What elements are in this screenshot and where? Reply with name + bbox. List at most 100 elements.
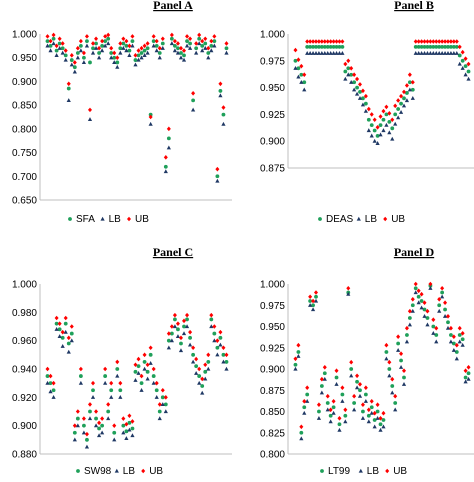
- data-point: [325, 44, 330, 49]
- data-point: [366, 407, 371, 413]
- data-point: [305, 385, 310, 390]
- data-point: [221, 112, 226, 117]
- data-point: [407, 80, 412, 85]
- data-point: [66, 98, 71, 102]
- legend-marker: [318, 217, 322, 221]
- data-point: [145, 46, 150, 51]
- data-point: [191, 345, 196, 351]
- data-point: [160, 45, 165, 50]
- data-point: [45, 366, 50, 372]
- data-point: [466, 69, 471, 74]
- y-tick-label: 0.900: [260, 365, 285, 376]
- data-point: [112, 60, 117, 65]
- data-point: [224, 366, 229, 371]
- data-point: [93, 45, 99, 50]
- data-point: [78, 48, 83, 53]
- data-point: [381, 424, 386, 429]
- data-point: [431, 44, 436, 49]
- data-point: [109, 380, 114, 386]
- data-point: [115, 60, 120, 65]
- data-point: [451, 50, 456, 55]
- data-point: [293, 58, 298, 63]
- data-point: [319, 50, 324, 55]
- data-point: [63, 321, 68, 326]
- data-point: [75, 416, 80, 421]
- data-point: [296, 342, 301, 348]
- data-point: [221, 352, 226, 357]
- data-point: [390, 126, 395, 131]
- y-tick-label: 0.925: [260, 110, 285, 121]
- data-point: [299, 63, 304, 69]
- data-point: [194, 356, 199, 362]
- data-point: [148, 361, 153, 365]
- data-point: [191, 352, 196, 357]
- data-point: [308, 44, 313, 49]
- data-point: [212, 338, 217, 343]
- data-point: [115, 55, 120, 61]
- data-point: [203, 376, 208, 381]
- data-point: [407, 72, 412, 78]
- data-point: [308, 294, 313, 300]
- data-point: [178, 45, 183, 51]
- data-point: [215, 178, 220, 183]
- data-point: [48, 38, 53, 44]
- data-point: [428, 281, 433, 287]
- data-point: [194, 364, 199, 369]
- y-tick-label: 0.750: [12, 148, 37, 159]
- data-point: [331, 405, 336, 410]
- data-point: [366, 128, 371, 133]
- data-point: [100, 423, 105, 428]
- data-point: [224, 50, 229, 55]
- data-point: [437, 308, 442, 313]
- data-point: [63, 57, 68, 62]
- data-point: [139, 55, 144, 60]
- data-point: [457, 61, 462, 66]
- data-point: [466, 76, 471, 81]
- data-point: [369, 123, 374, 128]
- data-point: [69, 58, 74, 62]
- data-point: [218, 89, 223, 93]
- data-point: [163, 169, 168, 174]
- y-tick-label: 0.950: [12, 53, 37, 64]
- data-point: [322, 50, 327, 55]
- data-point: [428, 50, 433, 55]
- legend-marker: [68, 217, 72, 221]
- legend-label: UB: [135, 214, 149, 225]
- data-point: [100, 416, 105, 421]
- data-point: [124, 421, 129, 427]
- legend-label: DEAS: [326, 214, 354, 225]
- data-point: [334, 44, 339, 49]
- data-point: [375, 124, 380, 130]
- data-point: [133, 62, 138, 67]
- data-point: [410, 87, 415, 92]
- data-point: [314, 44, 318, 49]
- data-point: [48, 389, 53, 394]
- legend-marker: [320, 469, 324, 473]
- data-point: [176, 46, 180, 51]
- data-point: [404, 83, 409, 88]
- data-point: [78, 43, 83, 48]
- data-point: [103, 39, 108, 44]
- data-point: [454, 39, 459, 44]
- data-point: [84, 444, 90, 449]
- data-point: [349, 72, 354, 77]
- data-point: [197, 374, 202, 378]
- data-point: [396, 348, 401, 352]
- data-point: [191, 107, 196, 112]
- data-point: [396, 334, 401, 339]
- data-point: [130, 433, 135, 438]
- data-point: [163, 402, 168, 407]
- data-point: [416, 44, 421, 49]
- data-point: [72, 437, 77, 442]
- data-point: [363, 108, 368, 113]
- data-point: [334, 375, 339, 380]
- data-point: [314, 294, 318, 299]
- data-point: [179, 341, 183, 346]
- data-point: [157, 55, 162, 60]
- data-point: [48, 48, 53, 53]
- data-point: [325, 50, 330, 55]
- y-tick-label: 0.875: [260, 164, 285, 175]
- data-point: [407, 316, 412, 320]
- data-point: [221, 359, 226, 364]
- data-point: [151, 374, 156, 378]
